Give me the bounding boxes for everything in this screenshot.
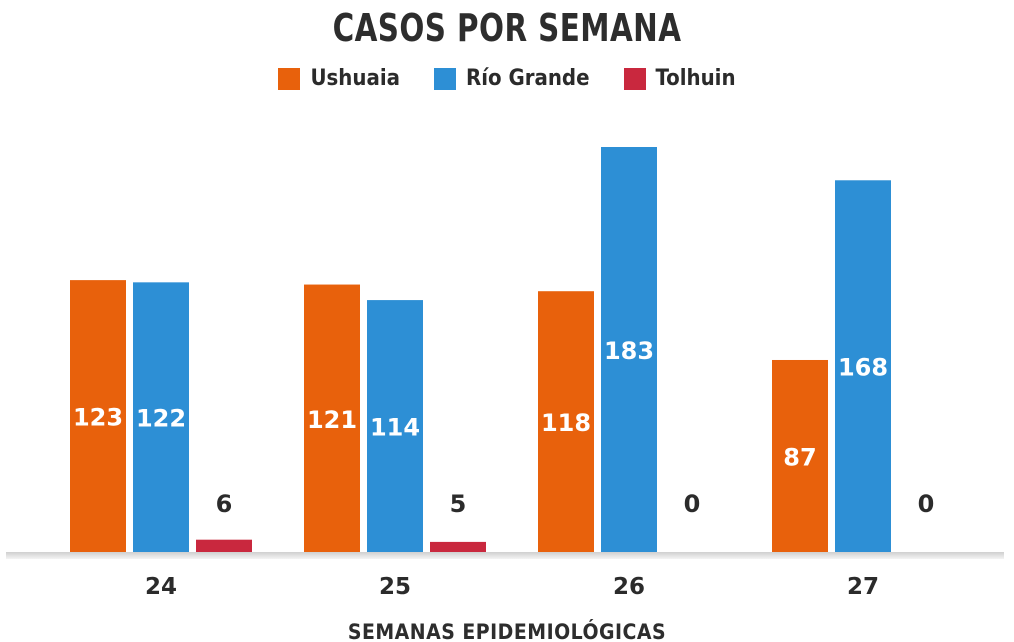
bar-ushuaia-26 [538,291,594,553]
data-label-ushuaia-27: 87 [783,443,816,471]
legend-swatch-ushuaia [278,67,301,90]
bar-rio-grande-25 [367,300,423,553]
bars-group: 123 122 6 121 114 5 118 183 0 87 168 0 [70,147,934,553]
legend-label-tolhuin: Tolhuin [655,66,736,91]
bar-ushuaia-25 [304,284,360,553]
bar-rio-grande-26 [601,147,657,553]
bar-tolhuin-24 [196,539,252,553]
x-axis-baseline [6,552,1004,559]
legend-item-rio-grande: Río Grande [433,66,590,91]
data-label-ushuaia-26: 118 [541,409,591,437]
legend: Ushuaia Río Grande Tolhuin [0,66,1014,91]
data-label-tolhuin-25: 5 [450,490,467,518]
x-tick-27: 27 [847,574,879,600]
x-tick-26: 26 [613,574,645,600]
data-label-rio-grande-24: 122 [136,405,186,433]
bar-tolhuin-25 [430,541,486,553]
legend-swatch-tolhuin [623,67,646,90]
legend-swatch-rio-grande [433,67,456,90]
x-tick-24: 24 [145,574,177,600]
data-label-rio-grande-27: 168 [838,354,888,382]
data-label-ushuaia-24: 123 [73,404,123,432]
x-tick-labels: 24 25 26 27 [145,574,879,600]
legend-item-tolhuin: Tolhuin [623,66,736,91]
bar-rio-grande-24 [133,282,189,553]
data-label-tolhuin-27: 0 [918,490,935,518]
bar-ushuaia-24 [70,280,126,553]
legend-label-ushuaia: Ushuaia [310,66,400,91]
x-tick-25: 25 [379,574,411,600]
data-label-tolhuin-24: 6 [216,490,233,518]
data-label-rio-grande-26: 183 [604,337,654,365]
chart-title: CASOS POR SEMANA [332,6,682,50]
legend-label-rio-grande: Río Grande [465,66,590,91]
data-label-rio-grande-25: 114 [370,414,420,442]
x-axis-label: SEMANAS EPIDEMIOLÓGICAS [347,620,667,642]
bar-ushuaia-27 [772,359,828,553]
data-label-tolhuin-26: 0 [684,490,701,518]
data-label-ushuaia-25: 121 [307,406,357,434]
legend-item-ushuaia: Ushuaia [278,66,400,91]
bar-rio-grande-27 [835,180,891,553]
